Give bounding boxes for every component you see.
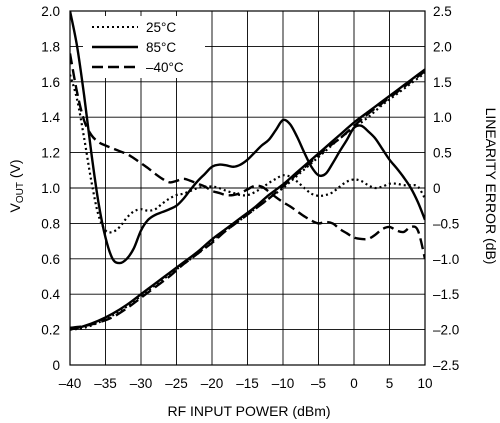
legend-label-85c: 85°C	[146, 40, 176, 55]
y-tick-label: 1.6	[41, 75, 60, 90]
y2-tick-label: 1.0	[433, 110, 452, 125]
x-tick-label: –5	[311, 376, 326, 391]
y-axis-label: VOUT (V)	[7, 159, 26, 212]
y2-tick-label: –2.5	[433, 358, 459, 373]
x-tick-label: –30	[130, 376, 153, 391]
y2-axis-label: LINEARITY ERROR (dB)	[483, 108, 499, 265]
x-tick-label: 0	[350, 376, 358, 391]
y-tick-label: 0.8	[41, 216, 60, 231]
x-axis-label: RF INPUT POWER (dBm)	[167, 403, 330, 419]
y2-tick-label: 2.5	[433, 4, 452, 19]
x-tick-label: –10	[272, 376, 295, 391]
y-axis-label-suffix: (V)	[7, 159, 23, 182]
y2-tick-label: 0	[433, 181, 441, 196]
y-tick-label: 1.2	[41, 146, 60, 161]
y-tick-label: 1.4	[41, 110, 60, 125]
y2-tick-label: –0.5	[433, 216, 459, 231]
x-tick-label: 5	[386, 376, 394, 391]
y-tick-label: 1.0	[41, 181, 60, 196]
y-tick-label: 0	[52, 358, 60, 373]
y-tick-label: 0.6	[41, 252, 60, 267]
y-tick-label: 0.4	[41, 287, 60, 302]
y2-tick-label: 1.5	[433, 75, 452, 90]
y-tick-label: 1.8	[41, 39, 60, 54]
y2-tick-label: 0.5	[433, 146, 452, 161]
y-axis-label-subscript: OUT	[15, 182, 26, 203]
legend-label-25c: 25°C	[146, 20, 176, 35]
y2-tick-label: 2.0	[433, 39, 452, 54]
x-tick-label: –35	[94, 376, 117, 391]
y2-tick-label: –1.0	[433, 252, 459, 267]
x-tick-label: –20	[201, 376, 224, 391]
legend-label-minus40c: –40°C	[146, 60, 184, 75]
y2-tick-label: –2.0	[433, 323, 459, 338]
x-tick-label: –40	[59, 376, 82, 391]
y2-tick-label: –1.5	[433, 287, 459, 302]
y-tick-label: 0.2	[41, 323, 60, 338]
legend: 25°C 85°C –40°C	[83, 16, 205, 78]
x-tick-label: –25	[165, 376, 188, 391]
x-tick-label: 10	[417, 376, 432, 391]
y-tick-label: 2.0	[41, 4, 60, 19]
x-tick-label: –15	[236, 376, 259, 391]
